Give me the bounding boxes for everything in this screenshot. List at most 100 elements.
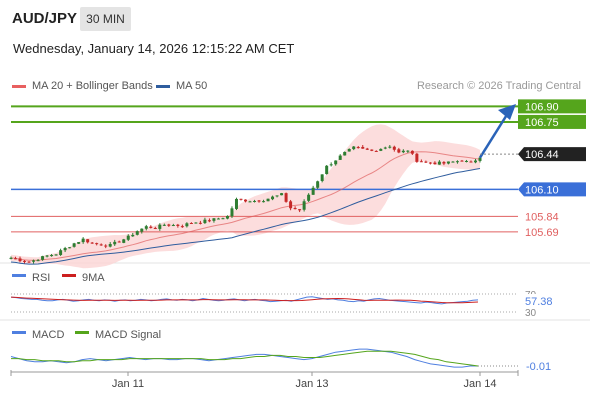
candle-body (275, 195, 279, 197)
candle (302, 199, 306, 212)
candle (63, 246, 67, 253)
candle-body (9, 257, 13, 259)
rsi-ma-swatch-icon (62, 274, 76, 277)
level-label-106.10: 106.10 (525, 184, 559, 196)
candle (271, 195, 275, 201)
candle-body (167, 224, 171, 226)
candle (469, 160, 473, 163)
candle (194, 222, 198, 224)
candle (68, 247, 72, 249)
rsi-legend-label: RSI (32, 272, 50, 284)
candle (356, 145, 360, 149)
candle (113, 239, 117, 246)
candle-body (464, 160, 468, 162)
level-badge (518, 182, 586, 197)
candle (352, 146, 356, 151)
candle-body (311, 187, 315, 195)
level-badge (518, 99, 586, 114)
legend-item-ma50: MA 50 (156, 80, 207, 92)
candle (153, 226, 157, 230)
candle (54, 254, 58, 256)
candle-body (442, 162, 446, 164)
candle-body (126, 235, 130, 240)
candle (383, 146, 387, 150)
candle-body (374, 150, 378, 152)
candle (86, 239, 90, 244)
candle (253, 199, 257, 203)
candle-body (437, 161, 441, 165)
candle (149, 225, 153, 229)
candle (424, 160, 428, 164)
candle (99, 243, 103, 246)
candle-body (117, 241, 121, 243)
candle-body (478, 157, 482, 161)
candle-body (244, 199, 247, 202)
candle (370, 149, 374, 152)
candle (45, 254, 49, 258)
candle-body (316, 181, 320, 188)
candle-body (356, 147, 360, 149)
candle-body (424, 161, 428, 163)
candle-body (397, 149, 401, 153)
candle (365, 147, 369, 150)
last-price-badge (518, 147, 586, 162)
candle-body (469, 161, 473, 163)
level-badge (518, 114, 586, 129)
candle (225, 215, 229, 220)
candle (298, 209, 302, 213)
macd-signal-legend-label: MACD Signal (95, 329, 161, 341)
candle (108, 242, 112, 248)
legend-label: MA 50 (176, 80, 208, 92)
candle (361, 144, 365, 149)
candle-body (104, 245, 108, 247)
ma50-line (10, 168, 481, 265)
candle (140, 228, 144, 234)
candle-body (234, 198, 238, 209)
candle-body (144, 226, 148, 229)
bollinger-band (11, 124, 480, 269)
candle-body (325, 165, 329, 175)
candle (428, 162, 432, 165)
candle-body (419, 161, 423, 163)
candle (329, 162, 333, 167)
candle-body (433, 162, 437, 165)
candle (189, 222, 193, 225)
candle-body (86, 239, 90, 243)
candle (289, 199, 293, 211)
candle (144, 224, 148, 231)
candle-body (27, 261, 31, 263)
candle (374, 150, 378, 152)
candle-body (253, 200, 257, 202)
arrow-head-icon (498, 104, 516, 120)
candle-body (203, 219, 207, 224)
candle (262, 199, 266, 203)
candle-body (392, 146, 396, 150)
candle (230, 206, 234, 218)
macd-signal-swatch-icon (75, 331, 89, 334)
candle-body (365, 148, 369, 150)
candle-body (352, 146, 356, 150)
candle (325, 165, 329, 175)
last-price-label: 106.44 (525, 149, 559, 161)
candle (95, 242, 99, 246)
candle-body (410, 150, 414, 154)
candle (198, 220, 202, 225)
candle-body (77, 242, 81, 244)
macd-swatch-icon (12, 331, 26, 334)
timeframe-button[interactable]: 30 MIN (80, 7, 131, 31)
candle (176, 223, 180, 228)
candle (275, 195, 279, 198)
candle (473, 158, 477, 164)
candle (410, 150, 414, 155)
candle-body (239, 198, 243, 200)
candle (280, 192, 284, 196)
candle-body (99, 244, 103, 246)
candle-body (185, 223, 189, 227)
candle-body (307, 194, 311, 201)
candle (18, 256, 22, 263)
candle (221, 217, 225, 220)
candle-body (406, 150, 410, 152)
candle-body (460, 160, 464, 162)
candle (397, 147, 401, 154)
